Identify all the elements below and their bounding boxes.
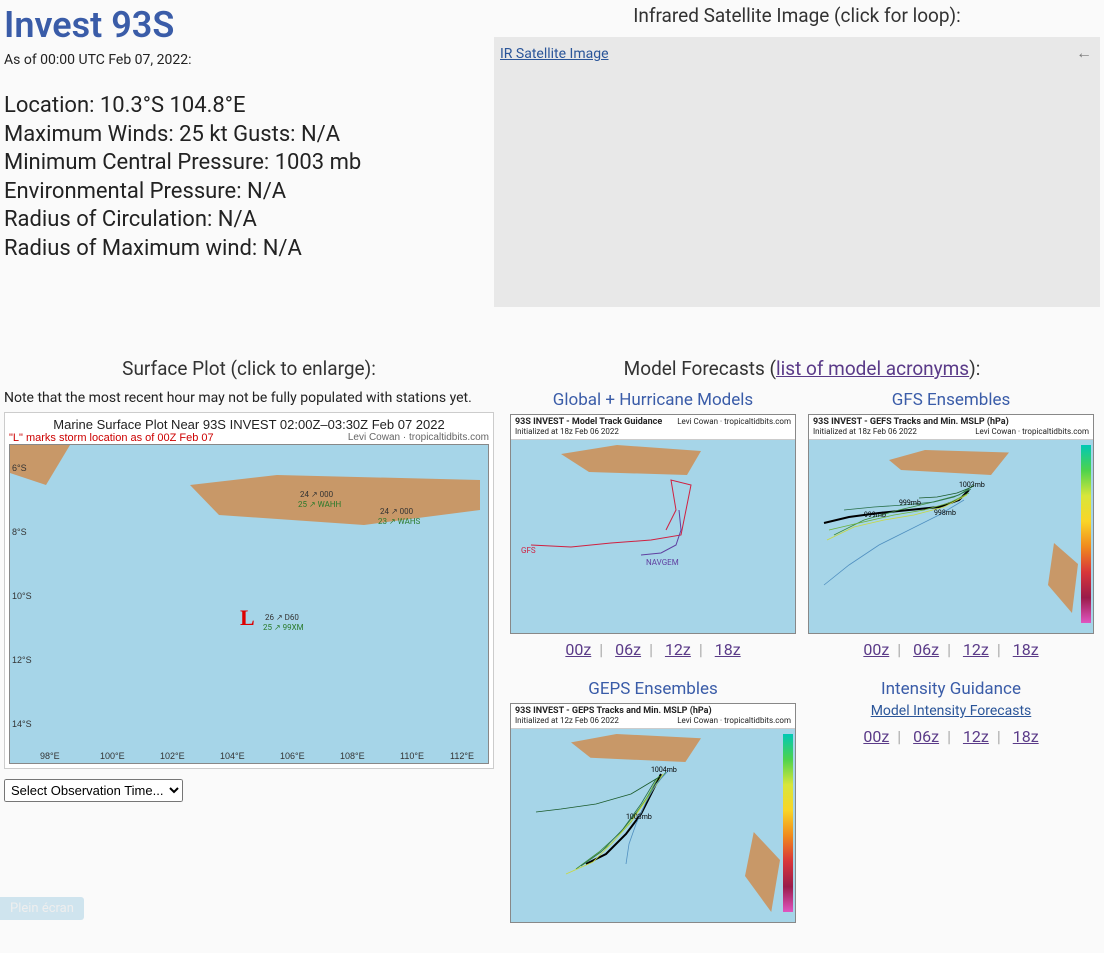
stat-winds: Maximum Winds: 25 kt Gusts: N/A — [4, 121, 494, 150]
ir-sat-link[interactable]: IR Satellite Image — [500, 46, 609, 62]
fullscreen-button[interactable]: Plein écran — [0, 897, 84, 920]
global-18z[interactable]: 18z — [713, 640, 743, 659]
storm-marker: L — [240, 605, 255, 631]
svg-text:1004mb: 1004mb — [651, 766, 677, 774]
plot-subtitle: "L" marks storm location as of 00Z Feb 0… — [9, 432, 214, 444]
global-time-links: 00z| 06z| 12z| 18z — [510, 640, 796, 659]
svg-text:NAVGEM: NAVGEM — [646, 558, 679, 567]
global-06z[interactable]: 06z — [613, 640, 643, 659]
global-map[interactable]: 93S INVEST - Model Track Guidance Levi C… — [510, 414, 796, 634]
global-title: Global + Hurricane Models — [510, 390, 796, 410]
intensity-06z[interactable]: 06z — [911, 727, 941, 746]
storm-stats: Location: 10.3°S 104.8°E Maximum Winds: … — [4, 92, 494, 264]
intensity-forecast-link[interactable]: Model Intensity Forecasts — [871, 703, 1032, 719]
models-header: Model Forecasts (list of model acronyms)… — [504, 357, 1100, 380]
geps-title: GEPS Ensembles — [510, 679, 796, 699]
geps-colorbar — [783, 734, 793, 912]
global-00z[interactable]: 00z — [563, 640, 593, 659]
surface-note: Note that the most recent hour may not b… — [4, 390, 494, 406]
surface-map: L 26 ↗ D60 25 ↗ 99XM 24 ↗ 000 25 ↗ WAHH … — [9, 444, 489, 764]
surface-plot[interactable]: Marine Surface Plot Near 93S INVEST 02:0… — [4, 412, 494, 769]
stat-roc: Radius of Circulation: N/A — [4, 206, 494, 235]
observation-time-select[interactable]: Select Observation Time... — [4, 779, 183, 802]
gfs-12z[interactable]: 12z — [961, 640, 991, 659]
svg-text:999mb: 999mb — [864, 511, 886, 519]
surface-header: Surface Plot (click to enlarge): — [4, 357, 494, 380]
stat-pressure: Minimum Central Pressure: 1003 mb — [4, 149, 494, 178]
model-acronyms-link[interactable]: list of model acronyms — [776, 357, 969, 380]
gfs-panel: GFS Ensembles 93S INVEST - GEFS Tracks a… — [802, 390, 1100, 659]
geps-map[interactable]: 93S INVEST - GEPS Tracks and Min. MSLP (… — [510, 703, 796, 923]
gfs-map[interactable]: 93S INVEST - GEFS Tracks and Min. MSLP (… — [808, 414, 1094, 634]
back-arrow-icon[interactable]: ← — [1076, 43, 1092, 63]
stat-location: Location: 10.3°S 104.8°E — [4, 92, 494, 121]
gfs-06z[interactable]: 06z — [911, 640, 941, 659]
plot-title: Marine Surface Plot Near 93S INVEST 02:0… — [9, 417, 489, 432]
intensity-00z[interactable]: 00z — [861, 727, 891, 746]
svg-text:1003mb: 1003mb — [626, 813, 652, 821]
global-models-panel: Global + Hurricane Models 93S INVEST - M… — [504, 390, 802, 659]
svg-text:998mb: 998mb — [934, 509, 956, 517]
svg-text:1003mb: 1003mb — [959, 481, 985, 489]
svg-text:999mb: 999mb — [899, 499, 921, 507]
global-12z[interactable]: 12z — [663, 640, 693, 659]
svg-text:GFS: GFS — [521, 546, 536, 555]
gfs-colorbar — [1081, 445, 1091, 623]
intensity-title: Intensity Guidance — [808, 679, 1094, 699]
stat-rmw: Radius of Maximum wind: N/A — [4, 235, 494, 264]
intensity-panel: Intensity Guidance Model Intensity Forec… — [802, 679, 1100, 929]
plot-attr: Levi Cowan · tropicaltidbits.com — [348, 432, 489, 444]
page-title: Invest 93S — [4, 4, 494, 46]
gfs-18z[interactable]: 18z — [1011, 640, 1041, 659]
gfs-00z[interactable]: 00z — [861, 640, 891, 659]
intensity-18z[interactable]: 18z — [1011, 727, 1041, 746]
as-of-text: As of 00:00 UTC Feb 07, 2022: — [4, 52, 494, 68]
ir-sat-container: IR Satellite Image ← — [494, 37, 1100, 307]
stat-env-pressure: Environmental Pressure: N/A — [4, 178, 494, 207]
ir-sat-header: Infrared Satellite Image (click for loop… — [494, 4, 1100, 27]
gfs-title: GFS Ensembles — [808, 390, 1094, 410]
intensity-12z[interactable]: 12z — [961, 727, 991, 746]
geps-panel: GEPS Ensembles 93S INVEST - GEPS Tracks … — [504, 679, 802, 929]
